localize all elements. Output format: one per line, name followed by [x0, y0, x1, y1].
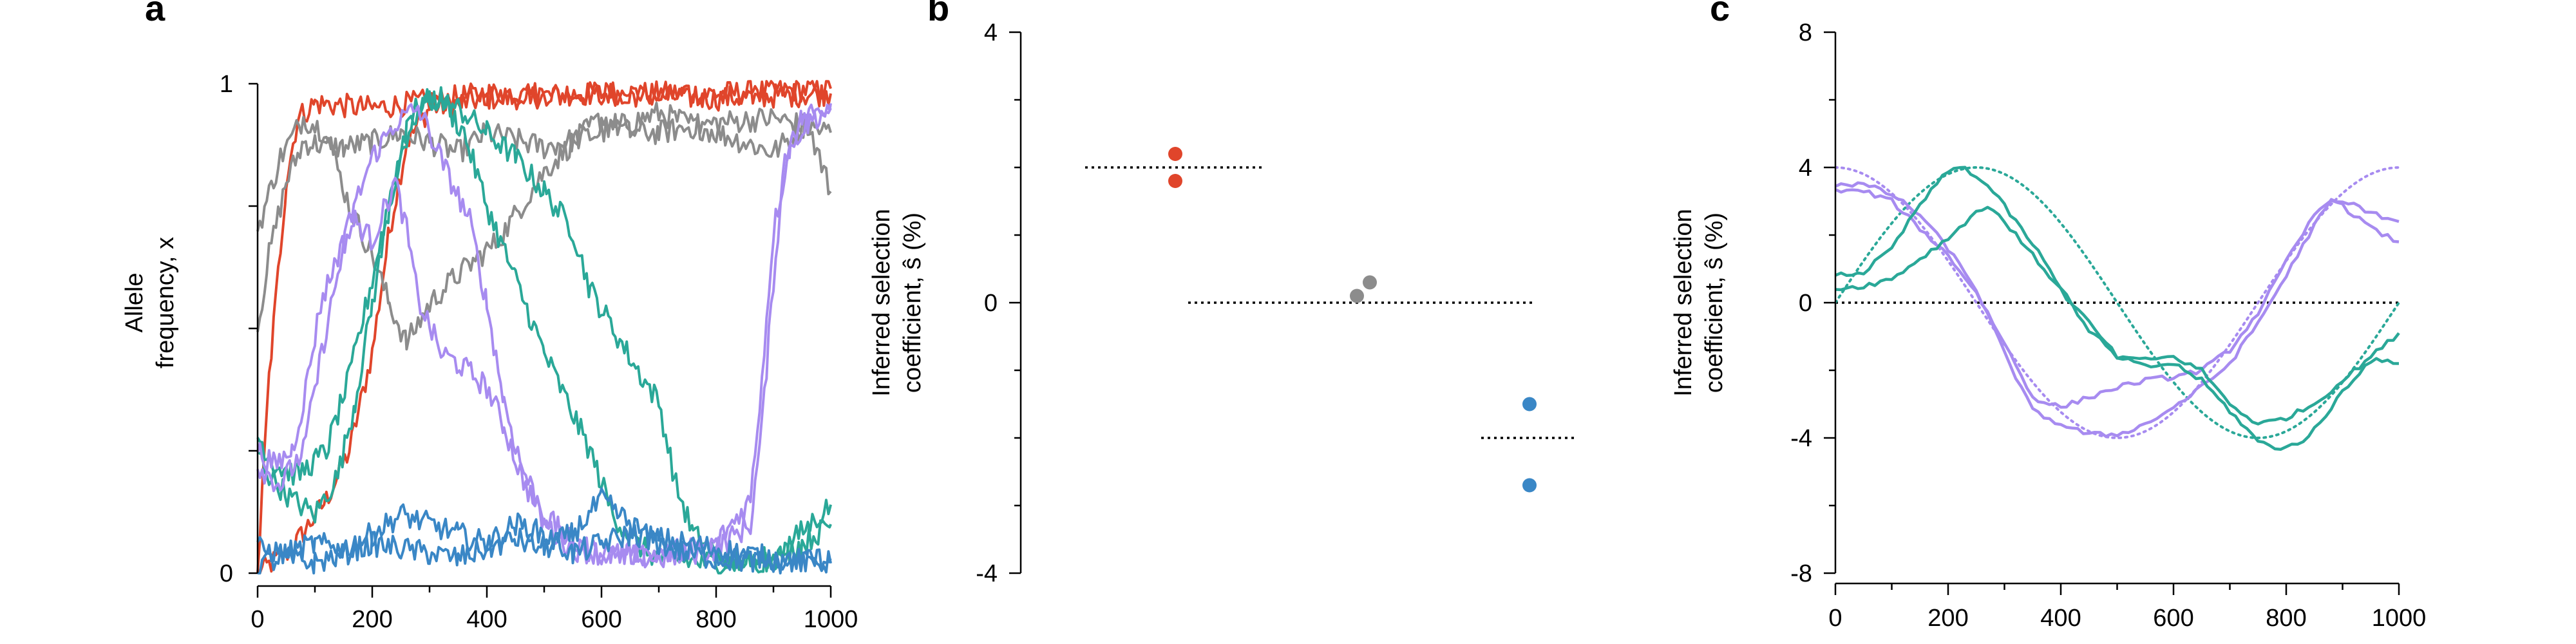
panel-b-axes: -4 0 4	[976, 19, 1022, 587]
panel-b-point-gray-1	[1350, 289, 1364, 303]
panel-a-chart: Allele frequency, x 0 1 0 200 400 600 800 1000	[121, 71, 858, 633]
panel-b-letter: b	[927, 0, 949, 28]
panel-b-ylabel-line1: Inferred selection	[868, 209, 895, 397]
panel-a-x-tick-label-3: 600	[581, 606, 621, 633]
panel-a-ylabel: Allele frequency, x	[121, 237, 179, 368]
panel-a-series-purple-7	[256, 103, 832, 567]
panel-c-series-purple-0	[1835, 181, 2400, 438]
panel-c-y-tick-label-4: 8	[1799, 19, 1812, 46]
panel-b-ylabel: Inferred selection coefficient, ŝ (%)	[868, 209, 926, 397]
panel-c-x-tick-label-0: 0	[1828, 605, 1842, 632]
panel-c-ylabel-line2: coefficient, ŝ (%)	[1701, 213, 1728, 393]
panel-c-chart: Inferred selection coefficient, ŝ (%) -8…	[1670, 19, 2426, 632]
panel-a-x-tick-label-4: 800	[696, 606, 736, 633]
panel-b-chart: Inferred selection coefficient, ŝ (%) -4…	[868, 19, 1578, 587]
panel-c-x-tick-label-3: 600	[2153, 605, 2193, 632]
panel-c-x-tick-label-1: 200	[1927, 605, 1968, 632]
panel-b-point-red-1	[1168, 174, 1182, 188]
panel-a-series-red-1	[256, 81, 832, 574]
panel-b-point-gray-0	[1363, 275, 1377, 290]
panel-a-x-tick-label-2: 400	[466, 606, 507, 633]
panel-a-series-teal-5	[256, 86, 832, 574]
panel-b-ylabel-line2: coefficient, ŝ (%)	[899, 213, 926, 393]
panel-c-true-curve-purple	[1834, 166, 2400, 440]
panel-c-ylabel-line1: Inferred selection	[1670, 209, 1697, 397]
panel-c-y-tick-label-0: -8	[1790, 560, 1812, 587]
panel-b-point-blue-1	[1522, 478, 1537, 493]
panel-c-true-curve-teal	[1834, 166, 2400, 440]
panel-c-ylabel: Inferred selection coefficient, ŝ (%)	[1670, 209, 1728, 397]
panel-b-y-tick-label-2: 4	[984, 19, 998, 46]
panel-c-x-tick-label-4: 800	[2266, 605, 2306, 632]
panel-c-series-teal-3	[1835, 205, 2400, 451]
panel-a-series-gray-2	[256, 101, 832, 332]
panel-a-ylabel-line1: Allele	[121, 273, 148, 333]
panel-b-y-tick-label-0: -4	[976, 560, 998, 587]
panel-b-point-red-0	[1168, 147, 1182, 161]
panel-c-x-tick-label-2: 400	[2040, 605, 2081, 632]
panel-c-y-tick-label-1: -4	[1790, 425, 1812, 452]
panel-c-letter: c	[1710, 0, 1730, 28]
panel-c-y-tick-label-3: 4	[1799, 155, 1812, 182]
panel-a-series	[256, 80, 832, 574]
panel-c-series-purple-1	[1835, 188, 2400, 409]
panel-a-x-tick-label-1: 200	[352, 606, 392, 633]
panel-a-series-blue-9	[258, 487, 832, 574]
panel-a-ylabel-line2: frequency, x	[152, 237, 179, 368]
panel-a-letter: a	[145, 0, 166, 28]
panel-b-point-blue-0	[1522, 397, 1537, 412]
panel-a-y-tick-label-1: 1	[220, 71, 233, 98]
panel-a-y-tick-label-0: 0	[220, 560, 233, 587]
panel-c-axes: -8 -4 0 4 8 0 200 400 600 800 1000	[1790, 19, 2426, 632]
panel-a-x-tick-label-5: 1000	[804, 606, 858, 633]
panel-c-series	[1834, 166, 2400, 451]
panel-a-series-teal-4	[257, 90, 832, 574]
panel-c-series-teal-2	[1835, 166, 2400, 426]
panel-b-points	[1085, 147, 1578, 493]
panel-a-axes: 0 1 0 200 400 600 800 1000	[220, 71, 858, 633]
panel-c-x-tick-label-5: 1000	[2372, 605, 2427, 632]
panel-a-x-tick-label-0: 0	[251, 606, 264, 633]
panel-c-y-tick-label-2: 0	[1799, 290, 1812, 317]
panel-b-y-tick-label-1: 0	[984, 290, 998, 317]
